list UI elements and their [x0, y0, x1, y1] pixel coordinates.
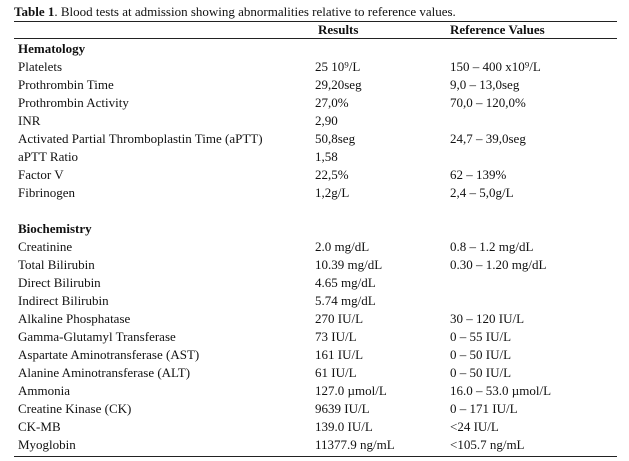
table-row: Fibrinogen 1,2g/L 2,4 – 5,0g/L: [0, 184, 629, 202]
table-row: INR 2,90: [0, 112, 629, 130]
test-reference: 0.8 – 1.2 mg/dL: [450, 239, 534, 254]
test-reference: 24,7 – 39,0seg: [450, 131, 526, 146]
test-reference: 0 – 50 IU/L: [450, 347, 512, 362]
test-reference: 2,4 – 5,0g/L: [450, 185, 514, 200]
table-row: Alanine Aminotransferase (ALT) 61 IU/L 0…: [0, 364, 629, 382]
test-reference: <105.7 ng/mL: [450, 437, 525, 452]
test-result: 139.0 IU/L: [315, 419, 373, 434]
test-name: Platelets: [18, 59, 63, 74]
test-result: 161 IU/L: [315, 347, 364, 362]
reference-values-column-header: Reference Values: [450, 22, 545, 37]
test-name: CK-MB: [18, 419, 61, 434]
table-row: Factor V 22,5% 62 – 139%: [0, 166, 629, 184]
table-header-row: Results Reference Values: [0, 21, 629, 38]
table-row: Gamma-Glutamyl Transferase 73 IU/L 0 – 5…: [0, 328, 629, 346]
table-row: Myoglobin 11377.9 ng/mL <105.7 ng/mL: [0, 436, 629, 454]
test-name: Alkaline Phosphatase: [18, 311, 131, 326]
test-name: Alanine Aminotransferase (ALT): [18, 365, 191, 380]
table-caption-label: Table 1: [14, 4, 55, 19]
test-result: 127.0 µmol/L: [315, 383, 387, 398]
test-name: Direct Bilirubin: [18, 275, 101, 290]
table-row: aPTT Ratio 1,58: [0, 148, 629, 166]
section-title-hematology: Hematology: [18, 41, 86, 56]
table-row: Aspartate Aminotransferase (AST) 161 IU/…: [0, 346, 629, 364]
test-reference: 0.30 – 1.20 mg/dL: [450, 257, 547, 272]
test-reference: 0 – 50 IU/L: [450, 365, 512, 380]
test-result: 27,0%: [315, 95, 349, 110]
test-reference: 16.0 – 53.0 µmol/L: [450, 383, 552, 398]
test-result: 25 10⁹/L: [315, 59, 361, 74]
test-result: 1,58: [315, 149, 338, 164]
table-header-rule: [14, 38, 617, 39]
test-name: Prothrombin Time: [18, 77, 114, 92]
table-row: Creatine Kinase (CK) 9639 IU/L 0 – 171 I…: [0, 400, 629, 418]
test-name: aPTT Ratio: [18, 149, 79, 164]
test-result: 61 IU/L: [315, 365, 357, 380]
test-reference: 150 – 400 x10⁹/L: [450, 59, 541, 74]
test-result: 2,90: [315, 113, 338, 128]
test-reference: 62 – 139%: [450, 167, 507, 182]
test-result: 10.39 mg/dL: [315, 257, 383, 272]
test-name: Creatinine: [18, 239, 73, 254]
test-result: 1,2g/L: [315, 185, 350, 200]
test-result: 50,8seg: [315, 131, 356, 146]
test-reference: 0 – 171 IU/L: [450, 401, 518, 416]
test-result: 5.74 mg/dL: [315, 293, 376, 308]
table-bottom-rule: [14, 456, 617, 457]
test-name: Factor V: [18, 167, 64, 182]
test-result: 2.0 mg/dL: [315, 239, 370, 254]
test-name: Gamma-Glutamyl Transferase: [18, 329, 176, 344]
test-name: Aspartate Aminotransferase (AST): [18, 347, 200, 362]
test-reference: 9,0 – 13,0seg: [450, 77, 520, 92]
test-reference: 0 – 55 IU/L: [450, 329, 512, 344]
table-caption-text: . Blood tests at admission showing abnor…: [54, 4, 456, 19]
test-reference: 30 – 120 IU/L: [450, 311, 525, 326]
test-name: Activated Partial Thromboplastin Time (a…: [18, 131, 263, 146]
test-name: Creatine Kinase (CK): [18, 401, 132, 416]
test-result: 9639 IU/L: [315, 401, 370, 416]
test-name: Myoglobin: [18, 437, 76, 452]
table-top-rule: [14, 21, 617, 22]
test-result: 11377.9 ng/mL: [315, 437, 395, 452]
table-row: CK-MB 139.0 IU/L <24 IU/L: [0, 418, 629, 436]
test-result: 29,20seg: [315, 77, 362, 92]
test-name: INR: [18, 113, 41, 128]
test-name: Prothrombin Activity: [18, 95, 129, 110]
test-result: 270 IU/L: [315, 311, 364, 326]
test-name: Fibrinogen: [18, 185, 76, 200]
test-name: Indirect Bilirubin: [18, 293, 109, 308]
test-result: 73 IU/L: [315, 329, 357, 344]
table-caption: Table 1. Blood tests at admission showin…: [14, 3, 614, 21]
test-reference: <24 IU/L: [450, 419, 499, 434]
table-row: Prothrombin Activity 27,0% 70,0 – 120,0%: [0, 94, 629, 112]
table-row: Activated Partial Thromboplastin Time (a…: [0, 130, 629, 148]
table-row: Creatinine 2.0 mg/dL 0.8 – 1.2 mg/dL: [0, 238, 629, 256]
test-name: Ammonia: [18, 383, 70, 398]
test-result: 4.65 mg/dL: [315, 275, 376, 290]
table-row: Ammonia 127.0 µmol/L 16.0 – 53.0 µmol/L: [0, 382, 629, 400]
section-title-biochemistry: Biochemistry: [18, 221, 92, 236]
table-row: Indirect Bilirubin 5.74 mg/dL: [0, 292, 629, 310]
results-column-header: Results: [318, 22, 359, 37]
table-row: Alkaline Phosphatase 270 IU/L 30 – 120 I…: [0, 310, 629, 328]
table-row: Platelets 25 10⁹/L 150 – 400 x10⁹/L: [0, 58, 629, 76]
table-row: Direct Bilirubin 4.65 mg/dL: [0, 274, 629, 292]
table-row: Prothrombin Time 29,20seg 9,0 – 13,0seg: [0, 76, 629, 94]
test-result: 22,5%: [315, 167, 349, 182]
table-row: Total Bilirubin 10.39 mg/dL 0.30 – 1.20 …: [0, 256, 629, 274]
test-name: Total Bilirubin: [18, 257, 95, 272]
test-reference: 70,0 – 120,0%: [450, 95, 526, 110]
